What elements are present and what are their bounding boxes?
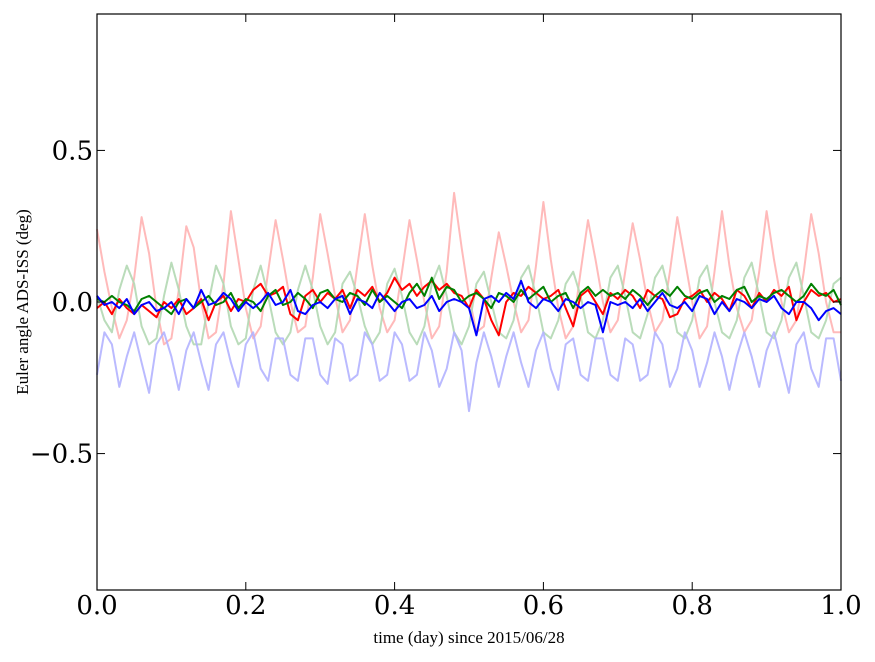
y-tick-label: 0.0: [52, 288, 93, 318]
x-tick-label: 0.8: [672, 591, 713, 621]
x-tick-label: 0.2: [225, 591, 266, 621]
x-axis-label: time (day) since 2015/06/28: [373, 628, 564, 647]
series-line-5: [96, 279, 842, 337]
y-tick-label: 0.5: [52, 136, 93, 166]
y-tick-label: −0.5: [30, 440, 93, 470]
y-axis-label: Euler angle ADS-ISS (deg): [13, 209, 32, 395]
series-layer: [96, 191, 842, 413]
x-tick-label: 0.4: [374, 591, 415, 621]
series-line-2: [96, 331, 842, 413]
x-tick-label: 1.0: [820, 591, 861, 621]
x-tick-label: 0.0: [76, 591, 117, 621]
series-line-1: [96, 261, 842, 346]
ticks-layer: 0.0 0.2 0.4 0.6 0.8 1.0 0.5 0.0 −0.5: [30, 14, 862, 621]
x-tick-label: 0.6: [523, 591, 564, 621]
series-line-4: [96, 276, 842, 316]
